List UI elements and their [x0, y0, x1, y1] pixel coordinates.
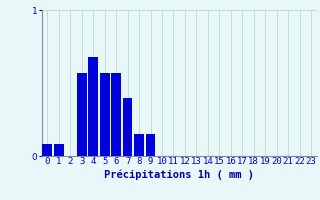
Bar [111, 73, 121, 156]
Bar [100, 73, 109, 156]
Bar [88, 57, 98, 156]
Bar [77, 73, 87, 156]
Bar [134, 134, 144, 156]
Bar [43, 144, 52, 156]
X-axis label: Précipitations 1h ( mm ): Précipitations 1h ( mm ) [104, 169, 254, 180]
Bar [123, 98, 132, 156]
Bar [54, 144, 64, 156]
Bar [146, 134, 156, 156]
